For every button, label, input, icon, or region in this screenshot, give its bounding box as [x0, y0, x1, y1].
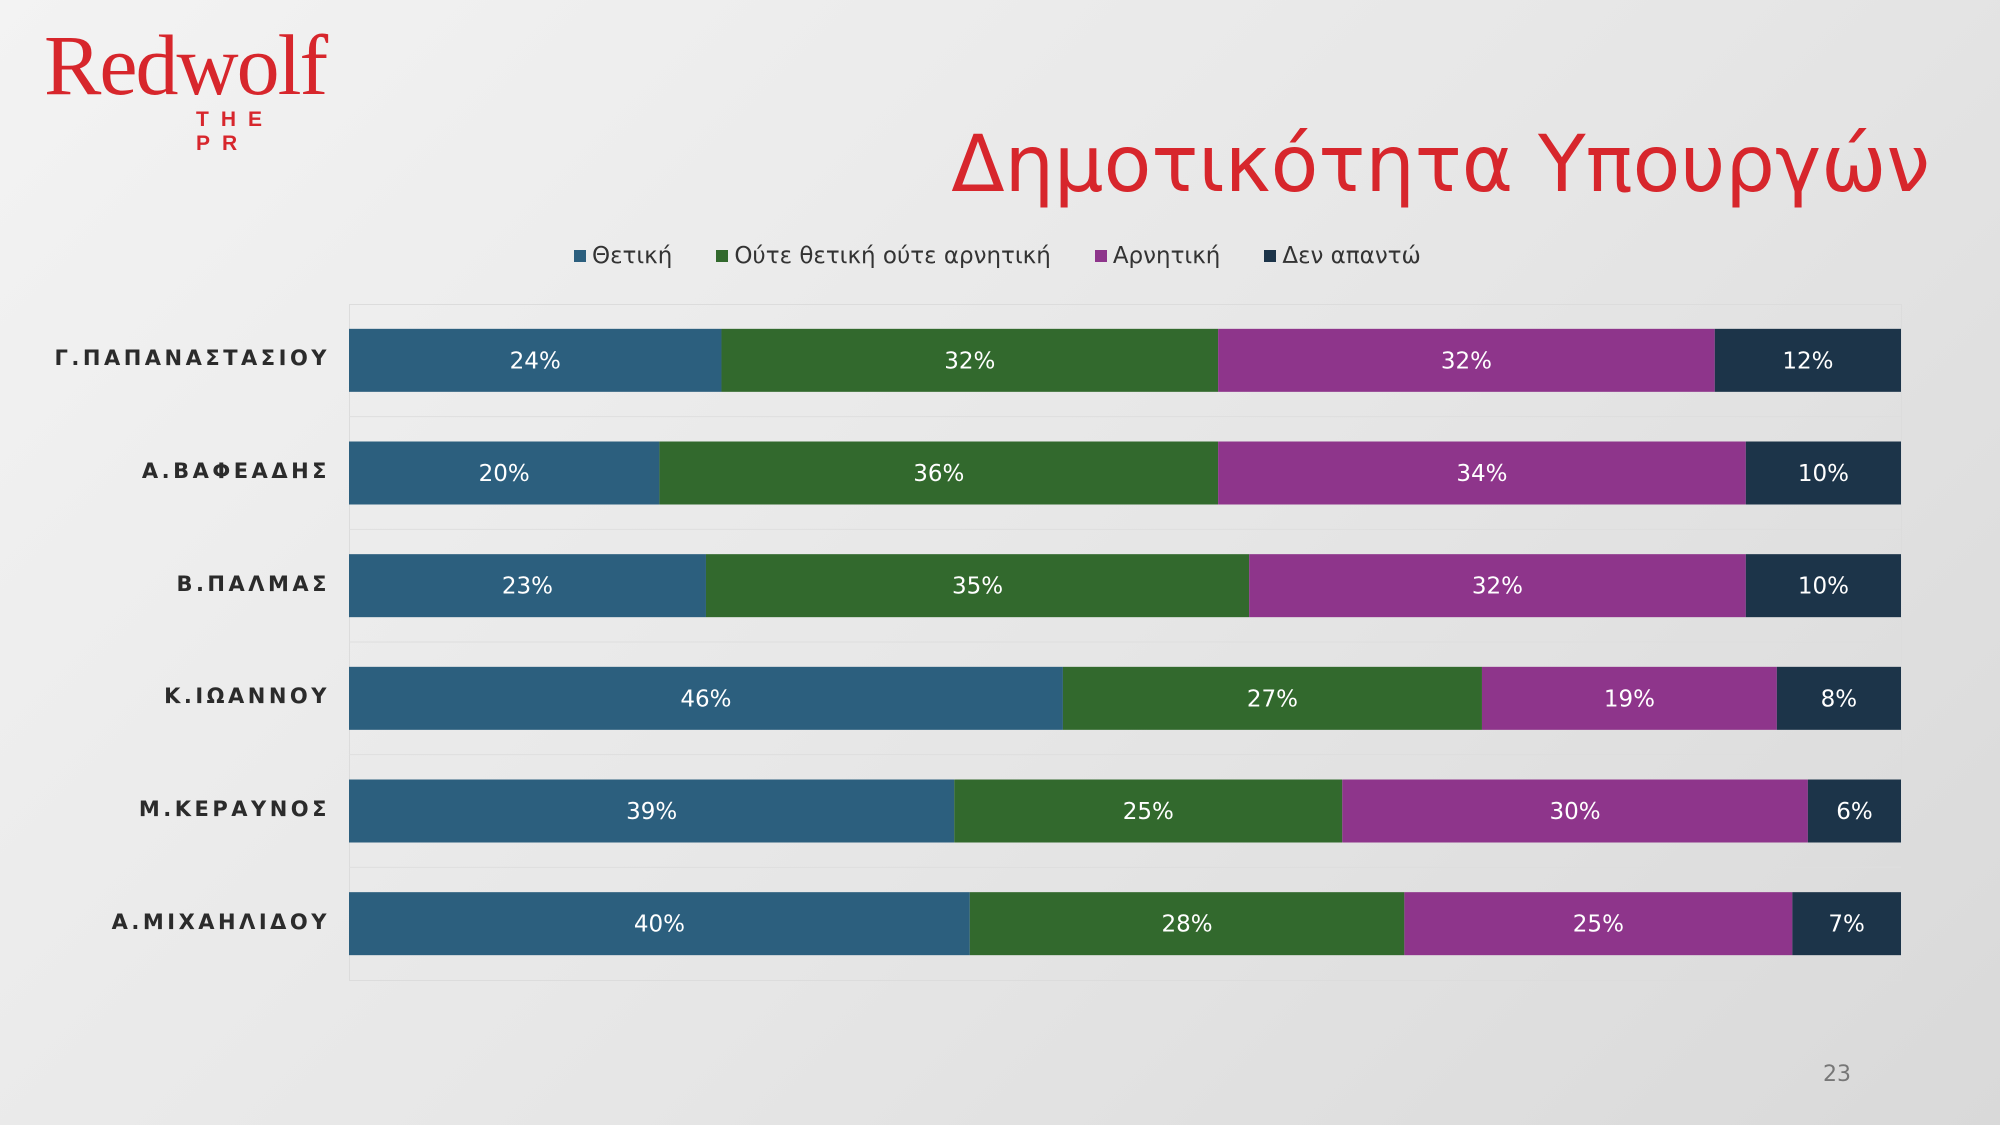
bar-segment [349, 441, 660, 505]
data-label: 20% [479, 461, 530, 487]
bar-segment [1481, 666, 1777, 730]
bar-segment [1792, 892, 1901, 956]
data-label: 10% [1798, 574, 1849, 600]
legend-swatch [716, 250, 729, 262]
legend-label: Θετική [592, 243, 673, 269]
data-label: 32% [1441, 348, 1492, 374]
legend-label: Ούτε θετική ούτε αρνητική [734, 243, 1051, 269]
bar-segment [349, 666, 1063, 730]
data-label: 10% [1798, 461, 1849, 487]
data-label: 24% [510, 348, 561, 374]
bar-segment [349, 892, 970, 956]
bar-segment [349, 328, 722, 392]
data-label: 34% [1456, 461, 1507, 487]
category-label: Γ.ΠΑΠΑΝΑΣΤΑΣΙΟΥ [54, 346, 330, 371]
data-label: 8% [1821, 686, 1858, 712]
bar-segment [721, 328, 1219, 392]
data-label: 6% [1836, 799, 1873, 825]
logo-wordmark: Redwolf [44, 17, 328, 113]
bar-segment [1249, 554, 1746, 618]
bar-segment [1745, 441, 1901, 505]
data-label: 32% [1472, 574, 1523, 600]
category-label: Κ.ΙΩΑΝΝΟΥ [164, 684, 330, 709]
bar-segment [1218, 441, 1746, 505]
legend-item: Αρνητική [1094, 243, 1221, 269]
data-label: 27% [1247, 686, 1298, 712]
data-label: 46% [680, 686, 731, 712]
category-label: Α.ΜΙΧΑΗΛΙΔΟΥ [111, 909, 330, 934]
page-title: Δημοτικότητα Υπουργών [951, 120, 1930, 210]
data-label: 30% [1550, 799, 1601, 825]
data-label: 40% [634, 912, 685, 938]
legend-item: Θετική [574, 243, 672, 269]
category-label: Α.ΒΑΦΕΑΔΗΣ [141, 459, 330, 483]
bar-segment [705, 554, 1250, 618]
logo-tagline: THE PR [196, 108, 274, 155]
data-label: 25% [1123, 799, 1174, 825]
bar-segment [1342, 779, 1808, 843]
category-label: Β.ΠΑΛΜΑΣ [176, 571, 330, 596]
page-number: 23 [1823, 1062, 1851, 1087]
data-label: 36% [913, 461, 964, 487]
data-label: 19% [1604, 686, 1655, 712]
chart-legend: Θετική Ούτε θετική ούτε αρνητική Αρνητική Δ… [574, 243, 1421, 269]
data-label: 7% [1828, 912, 1865, 938]
data-label: 23% [502, 574, 553, 600]
data-label: 28% [1162, 912, 1213, 938]
legend-item: Δεν απαντώ [1264, 243, 1421, 269]
legend-item: Ούτε θετική ούτε αρνητική [716, 243, 1051, 269]
redwolf-logo: Redwolf THE PR [44, 22, 344, 156]
bar-segment [349, 554, 706, 618]
bar-segment [1776, 666, 1901, 730]
bar-segment [659, 441, 1219, 505]
bar-segment [349, 779, 955, 843]
bar-segment [1218, 328, 1715, 392]
category-label: Μ.ΚΕΡΑΥΝΟΣ [138, 797, 330, 821]
data-label: 32% [944, 348, 995, 374]
bar-segment [1404, 892, 1793, 956]
data-label: 39% [626, 799, 677, 825]
data-label: 25% [1573, 912, 1624, 938]
legend-swatch [574, 250, 586, 262]
bar-segment [1714, 328, 1901, 392]
stacked-bar-chart: 24% 32% 32% 12% 20% 36% 34% 10% 23% 35% 32% 10% 46% 2… [349, 304, 1902, 981]
bar-segment [1807, 779, 1901, 843]
legend-swatch [1094, 250, 1107, 262]
bar-segment [954, 779, 1343, 843]
data-label: 35% [952, 574, 1003, 600]
bar-segment [969, 892, 1405, 956]
bar-segment [1062, 666, 1482, 730]
legend-label: Αρνητική [1112, 243, 1221, 269]
data-label: 12% [1782, 348, 1833, 374]
legend-label: Δεν απαντώ [1282, 243, 1421, 269]
legend-swatch [1264, 250, 1277, 262]
bar-segment [1745, 554, 1901, 618]
